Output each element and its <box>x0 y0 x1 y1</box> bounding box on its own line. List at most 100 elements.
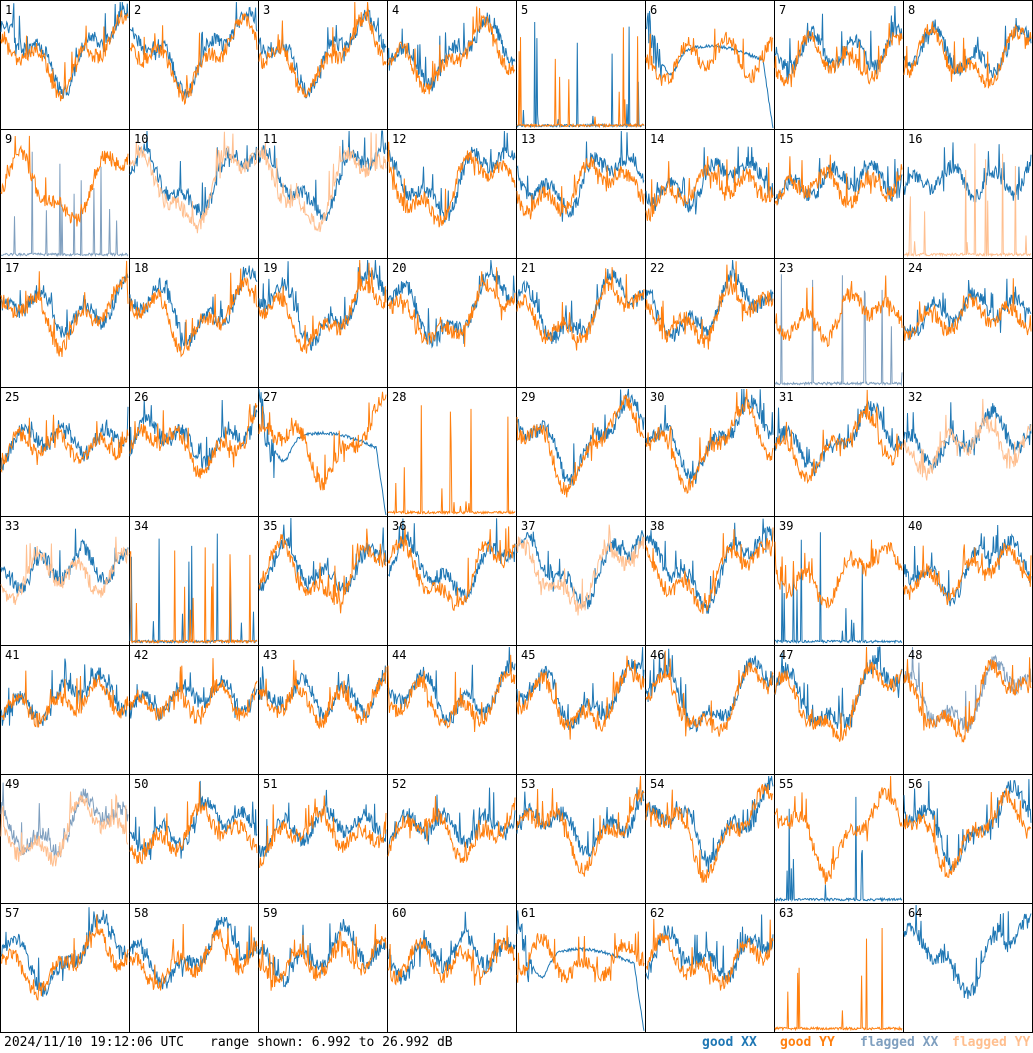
panel-27: 27 <box>258 387 388 517</box>
yy-trace <box>774 927 903 1032</box>
panel-label: 12 <box>392 132 406 146</box>
panel-47: 47 <box>774 645 904 775</box>
panel-9: 9 <box>0 129 130 259</box>
xx-trace <box>645 648 774 733</box>
panel-label: 10 <box>134 132 148 146</box>
panel-frame <box>387 645 517 775</box>
xx-trace <box>645 388 774 484</box>
yy-trace <box>516 156 645 220</box>
panel-32: 32 <box>903 387 1033 517</box>
legend-flagged-yy: flagged YY <box>952 1035 1031 1050</box>
panel-label: 64 <box>908 906 922 920</box>
panel-50: 50 <box>129 774 259 904</box>
yy-trace <box>645 28 774 86</box>
xx-trace <box>903 142 1032 203</box>
xx-trace <box>258 665 387 723</box>
xx-trace <box>645 259 774 342</box>
yy-trace <box>774 646 903 742</box>
xx-trace <box>903 402 1032 473</box>
panel-label: 50 <box>134 777 148 791</box>
panel-label: 55 <box>779 777 793 791</box>
panel-label: 4 <box>392 3 399 17</box>
xx-trace <box>774 157 903 205</box>
panel-3: 3 <box>258 0 388 130</box>
yy-trace <box>903 21 1032 89</box>
panel-label: 61 <box>521 906 535 920</box>
xx-trace <box>258 130 387 222</box>
panel-17: 17 <box>0 258 130 388</box>
panel-label: 5 <box>521 3 528 17</box>
legend-good-yy: good YY <box>780 1035 835 1050</box>
panel-frame <box>387 0 517 130</box>
panel-label: 6 <box>650 3 657 17</box>
yy-trace <box>387 796 516 863</box>
yy-trace <box>0 260 129 358</box>
yy-trace <box>516 267 645 351</box>
panel-label: 49 <box>5 777 19 791</box>
timestamp: 2024/11/10 19:12:06 UTC <box>4 1035 185 1050</box>
yy-trace <box>774 23 903 88</box>
xx-trace <box>903 904 1032 999</box>
xx-trace <box>129 671 258 722</box>
panel-frame <box>516 645 646 775</box>
panel-frame <box>645 258 775 388</box>
panel-53: 53 <box>516 774 646 904</box>
panel-8: 8 <box>903 0 1033 130</box>
yy-trace <box>645 527 774 614</box>
panel-62: 62 <box>645 903 775 1033</box>
panel-label: 2 <box>134 3 141 17</box>
panel-64: 64 <box>903 903 1033 1033</box>
panel-frame <box>516 903 646 1033</box>
yy-trace <box>258 528 387 614</box>
panel-frame <box>0 258 130 388</box>
panel-label: 24 <box>908 261 922 275</box>
xx-trace <box>388 518 516 603</box>
panel-23: 23 <box>774 258 904 388</box>
panel-51: 51 <box>258 774 388 904</box>
yy-trace <box>258 259 387 354</box>
panel-41: 41 <box>0 645 130 775</box>
panel-34: 34 <box>129 516 259 646</box>
panel-2: 2 <box>129 0 259 130</box>
panel-36: 36 <box>387 516 517 646</box>
panel-label: 34 <box>134 519 148 533</box>
panel-label: 52 <box>392 777 406 791</box>
legend-good-xx: good XX <box>702 1035 757 1050</box>
panel-33: 33 <box>0 516 130 646</box>
yy-trace <box>645 783 774 884</box>
panel-label: 3 <box>263 3 270 17</box>
panel-frame <box>129 387 259 517</box>
panel-label: 13 <box>521 132 535 146</box>
panel-label: 21 <box>521 261 535 275</box>
panel-19: 19 <box>258 258 388 388</box>
panel-label: 62 <box>650 906 664 920</box>
xx-trace <box>258 388 387 516</box>
xx-trace <box>387 259 516 349</box>
yy-trace <box>903 278 1032 341</box>
yy-trace <box>387 141 516 228</box>
xx-trace <box>0 1 129 100</box>
panel-42: 42 <box>129 645 259 775</box>
panel-label: 29 <box>521 390 535 404</box>
yy-trace <box>645 261 774 350</box>
yy-trace <box>0 414 129 474</box>
yy-trace <box>903 788 1032 878</box>
xx-trace <box>0 658 129 728</box>
panel-56: 56 <box>903 774 1033 904</box>
yy-trace <box>774 539 903 609</box>
yy-trace <box>129 268 258 358</box>
panel-label: 14 <box>650 132 664 146</box>
xx-trace <box>516 910 645 1031</box>
panel-label: 11 <box>263 132 277 146</box>
panel-label: 59 <box>263 906 277 920</box>
panel-frame <box>903 0 1033 130</box>
panel-label: 57 <box>5 906 19 920</box>
yy-trace <box>0 670 129 728</box>
yy-trace <box>774 154 903 209</box>
panel-label: 39 <box>779 519 793 533</box>
xx-trace <box>645 10 774 129</box>
panel-49: 49 <box>0 774 130 904</box>
yy-trace <box>516 394 645 498</box>
panel-45: 45 <box>516 645 646 775</box>
yy-trace <box>258 391 387 491</box>
